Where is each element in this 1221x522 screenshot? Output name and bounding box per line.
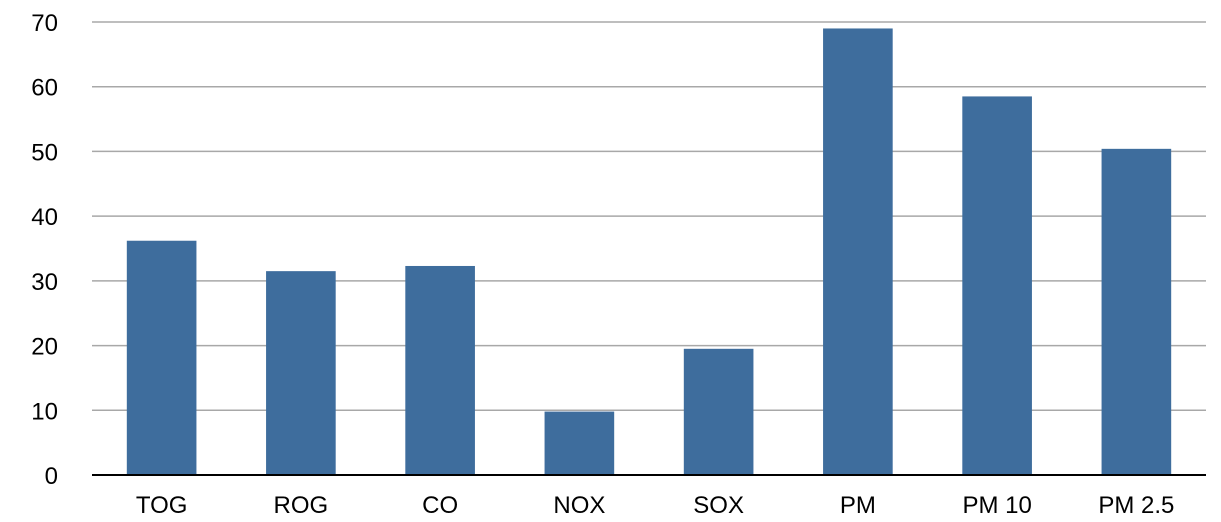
- bar: [544, 411, 615, 475]
- bar: [683, 348, 754, 475]
- x-tick-label: PM 10: [962, 492, 1031, 519]
- y-tick-label: 60: [31, 75, 58, 102]
- bar: [962, 96, 1032, 476]
- x-tick-label: PM 2.5: [1098, 492, 1174, 519]
- bar: [405, 265, 475, 475]
- bar: [266, 271, 336, 475]
- gridlines: [92, 21, 1206, 412]
- x-tick-label: CO: [422, 492, 458, 519]
- y-tick-label: 10: [31, 398, 58, 425]
- bar: [126, 240, 197, 475]
- x-tick-label: ROG: [274, 492, 329, 519]
- y-tick-label: 20: [31, 334, 58, 361]
- x-tick-label: SOX: [693, 492, 744, 519]
- bar: [1101, 148, 1172, 475]
- x-axis-tick-labels: TOG ROG CO NOX SOX PM PM 10 PM 2.5: [136, 492, 1175, 519]
- x-tick-label: NOX: [553, 492, 605, 519]
- bars: [126, 28, 1172, 476]
- bar: [823, 28, 893, 475]
- y-tick-label: 50: [31, 139, 58, 166]
- y-tick-label: 0: [45, 463, 58, 490]
- y-axis-tick-labels: 0 10 20 30 40 50 60 70: [31, 10, 58, 490]
- y-tick-label: 40: [31, 204, 58, 231]
- y-tick-label: 70: [31, 10, 58, 37]
- x-tick-label: TOG: [136, 492, 188, 519]
- y-tick-label: 30: [31, 269, 58, 296]
- x-tick-label: PM: [840, 492, 876, 519]
